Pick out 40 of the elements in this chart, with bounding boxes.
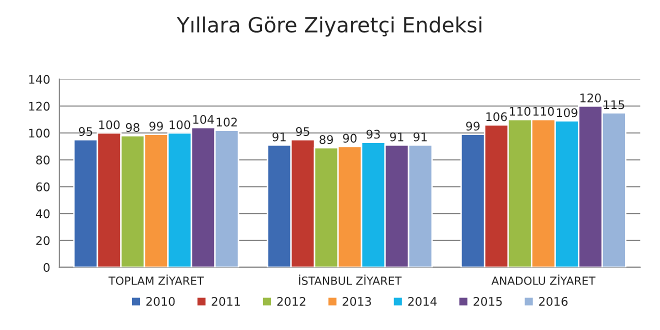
data-label: 99 bbox=[466, 122, 480, 131]
data-label: 115 bbox=[604, 100, 624, 110]
data-label: 91 bbox=[390, 132, 404, 142]
legend-label: 2012 bbox=[277, 296, 306, 306]
data-label: 95 bbox=[296, 127, 310, 136]
y-tick-label: 40 bbox=[36, 209, 50, 218]
data-label: 98 bbox=[126, 123, 140, 132]
legend-label: 2015 bbox=[474, 296, 502, 306]
legend-label: 2013 bbox=[342, 296, 371, 306]
data-label: 109 bbox=[556, 108, 578, 118]
y-tick-label: 80 bbox=[36, 156, 50, 164]
data-label: 104 bbox=[193, 114, 214, 124]
x-tick-label: TOPLAM ZİYARET bbox=[108, 274, 204, 285]
data-label: 95 bbox=[78, 127, 92, 136]
x-tick-label: İSTANBUL ZİYARET bbox=[299, 274, 402, 285]
y-tick-label: 120 bbox=[29, 102, 50, 111]
x-tick-label: ANADOLU ZİYARET bbox=[491, 274, 596, 285]
y-tick-label: 0 bbox=[44, 263, 50, 272]
legend-label: 2016 bbox=[539, 296, 568, 306]
chart-title: Yıllara Göre Ziyaretçi Endeksi bbox=[176, 16, 482, 37]
data-label: 102 bbox=[216, 118, 237, 127]
y-tick-label: 20 bbox=[36, 236, 50, 246]
legend-label: 2014 bbox=[408, 296, 437, 306]
data-label: 110 bbox=[510, 106, 530, 116]
data-label: 89 bbox=[320, 135, 333, 144]
data-label: 100 bbox=[99, 120, 120, 130]
data-label: 110 bbox=[533, 106, 554, 116]
data-label: 106 bbox=[486, 112, 507, 122]
data-label: 93 bbox=[366, 130, 380, 139]
data-label: 91 bbox=[414, 132, 427, 142]
y-tick-label: 60 bbox=[36, 182, 50, 192]
y-tick-label: 100 bbox=[29, 128, 50, 138]
data-label: 99 bbox=[149, 122, 163, 131]
data-label: 90 bbox=[343, 134, 357, 143]
data-label: 91 bbox=[272, 132, 286, 142]
data-label: 120 bbox=[580, 93, 601, 102]
data-label: 100 bbox=[170, 120, 190, 130]
legend-label: 2011 bbox=[212, 296, 240, 306]
legend-label: 2010 bbox=[146, 296, 175, 306]
y-tick-label: 140 bbox=[29, 74, 50, 84]
